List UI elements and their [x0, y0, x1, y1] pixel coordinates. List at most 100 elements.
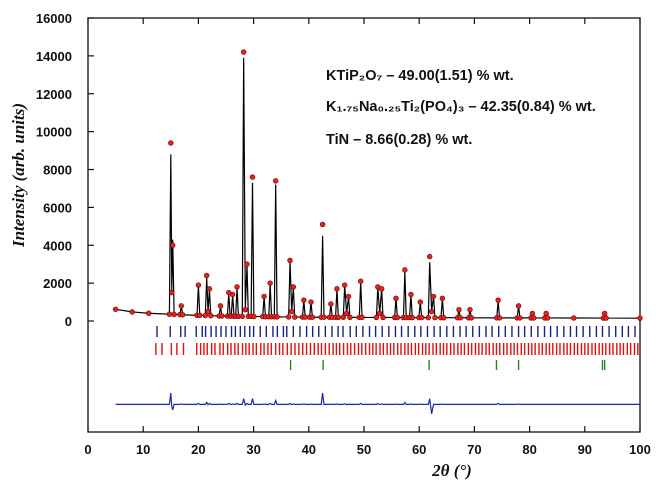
- observed-point: [529, 310, 536, 317]
- annotation: KTiP₂O₇ – 49.00(1.51) % wt.: [326, 68, 514, 84]
- observed-point: [637, 315, 643, 321]
- observed-point: [334, 286, 340, 292]
- observed-point: [456, 306, 462, 313]
- observed-point: [571, 315, 577, 321]
- observed-point: [206, 286, 213, 292]
- annotation: TiN – 8.66(0.28) % wt.: [326, 132, 472, 148]
- observed-point: [274, 314, 280, 320]
- annotation: K₁.₇₅Na₀.₂₅Ti₂(PO₄)₃ – 42.35(0.84) % wt.: [326, 99, 596, 115]
- observed-point: [439, 295, 446, 301]
- observed-point: [357, 278, 364, 284]
- observed-point: [146, 310, 152, 316]
- y-tick-label: 8000: [43, 163, 72, 178]
- y-tick-label: 2000: [43, 276, 72, 291]
- x-axis-label: 2θ (°): [431, 461, 472, 480]
- observed-point: [261, 293, 267, 300]
- observed-point: [166, 311, 173, 317]
- x-tick-label: 60: [412, 442, 426, 457]
- observed-point: [394, 314, 401, 321]
- observed-point: [441, 314, 447, 321]
- y-tick-label: 10000: [36, 125, 72, 140]
- observed-point: [409, 314, 415, 321]
- observed-point: [203, 272, 210, 279]
- observed-point: [531, 315, 537, 321]
- observed-point: [515, 303, 522, 309]
- observed-point: [208, 313, 214, 319]
- observed-point: [179, 312, 186, 318]
- observed-point: [244, 261, 250, 267]
- observed-point: [249, 174, 256, 180]
- y-tick-label: 16000: [36, 11, 72, 26]
- observed-point: [319, 221, 326, 228]
- observed-point: [202, 312, 209, 319]
- observed-point: [219, 313, 225, 319]
- observed-point: [432, 314, 438, 321]
- observed-point: [430, 293, 437, 300]
- observed-point: [426, 253, 433, 260]
- observed-point: [496, 315, 503, 321]
- x-tick-label: 20: [191, 442, 205, 457]
- observed-point: [302, 314, 308, 320]
- observed-point: [170, 242, 176, 248]
- observed-point: [457, 315, 464, 321]
- observed-point: [288, 308, 295, 315]
- observed-point: [543, 310, 549, 317]
- observed-point: [467, 306, 473, 313]
- observed-point: [292, 314, 298, 320]
- observed-point: [301, 297, 307, 303]
- observed-point: [272, 178, 279, 184]
- observed-point: [428, 308, 435, 315]
- x-tick-label: 50: [357, 442, 371, 457]
- observed-point: [287, 257, 293, 264]
- observed-point: [378, 286, 385, 292]
- observed-point: [603, 315, 609, 321]
- observed-point: [347, 314, 353, 321]
- observed-point: [178, 303, 184, 309]
- x-tick-label: 80: [522, 442, 536, 457]
- y-tick-label: 6000: [43, 200, 72, 215]
- observed-point: [340, 314, 346, 321]
- observed-point: [377, 310, 383, 317]
- observed-point: [195, 282, 202, 288]
- observed-point: [290, 284, 297, 290]
- observed-point: [321, 314, 327, 320]
- observed-point: [251, 313, 257, 320]
- x-tick-label: 70: [467, 442, 481, 457]
- x-tick-label: 30: [246, 442, 260, 457]
- observed-point: [242, 306, 249, 313]
- observed-point: [169, 289, 175, 296]
- y-axis-label: Intensity (arb. units): [9, 103, 28, 248]
- observed-point: [217, 303, 224, 309]
- observed-point: [285, 314, 292, 320]
- y-tick-label: 12000: [36, 87, 72, 102]
- observed-point: [402, 267, 408, 273]
- y-tick-label: 4000: [43, 238, 72, 253]
- observed-point: [240, 49, 247, 55]
- observed-point: [341, 282, 348, 288]
- x-tick-label: 100: [629, 442, 651, 457]
- observed-point: [343, 310, 350, 317]
- observed-point: [112, 306, 119, 312]
- x-tick-label: 10: [136, 442, 150, 457]
- observed-point: [171, 311, 177, 318]
- observed-point: [229, 291, 236, 298]
- x-tick-label: 0: [84, 442, 91, 457]
- observed-point: [468, 315, 475, 321]
- observed-point: [205, 308, 211, 315]
- observed-point: [309, 314, 316, 320]
- observed-point: [168, 140, 174, 146]
- observed-point: [517, 315, 523, 321]
- observed-point: [408, 291, 414, 298]
- x-tick-label: 90: [578, 442, 592, 457]
- observed-point: [393, 295, 399, 301]
- y-tick-label: 14000: [36, 49, 72, 64]
- observed-point: [373, 314, 380, 321]
- y-tick-label: 0: [65, 314, 72, 329]
- observed-point: [601, 310, 608, 317]
- observed-point: [129, 309, 135, 315]
- observed-point: [308, 299, 314, 305]
- observed-point: [495, 297, 501, 303]
- x-tick-label: 40: [302, 442, 316, 457]
- profile-line: [115, 57, 641, 319]
